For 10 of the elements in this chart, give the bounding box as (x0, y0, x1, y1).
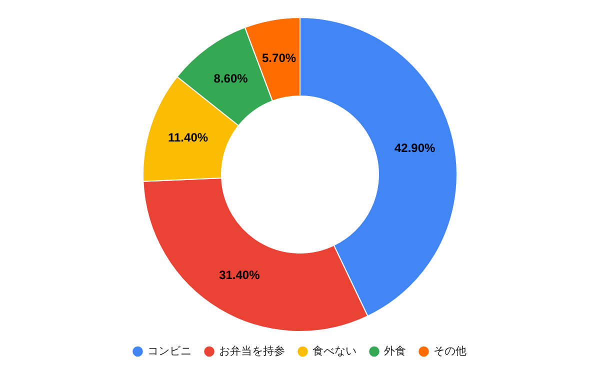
data-label: 11.40% (168, 130, 208, 144)
legend-label: コンビニ (147, 344, 192, 358)
legend-label: お弁当を持参 (218, 344, 285, 358)
data-label: 31.40% (219, 268, 260, 282)
legend-label: その他 (433, 344, 466, 358)
data-label: 5.70% (262, 50, 296, 65)
data-label: 8.60% (214, 72, 248, 86)
data-label: 42.90% (394, 140, 436, 155)
legend-label: 外食 (384, 344, 406, 358)
legend-label: 食べない (312, 344, 356, 358)
